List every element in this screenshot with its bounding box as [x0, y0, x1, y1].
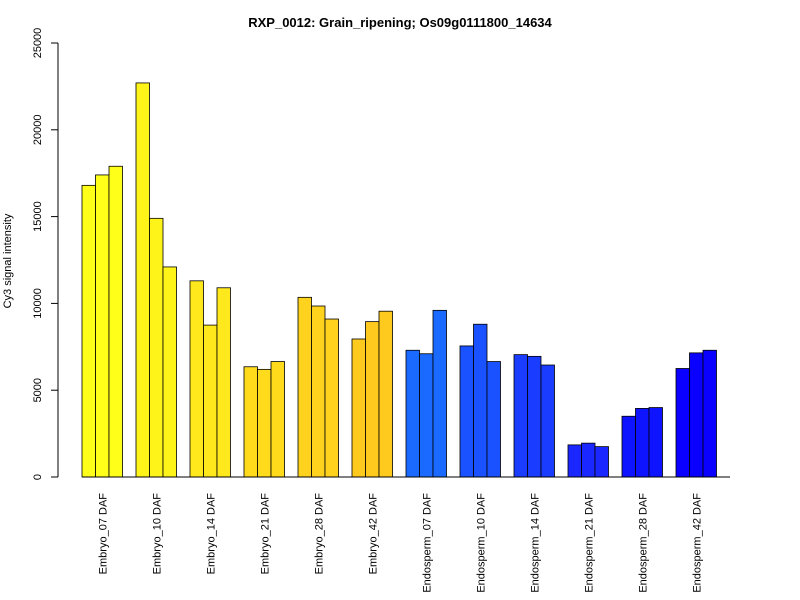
x-tick-label: Embryo_07 DAF	[97, 493, 109, 575]
bar	[378, 310, 393, 478]
bar	[297, 296, 312, 478]
bar	[594, 446, 609, 478]
bar	[405, 349, 420, 478]
bar	[243, 366, 258, 478]
y-tick-label: 25000	[32, 28, 44, 59]
bar	[567, 444, 582, 478]
y-axis-label: Cy3 signal intensity	[2, 213, 14, 308]
x-tick-label: Endosperm_07 DAF	[421, 493, 433, 593]
bar	[324, 318, 339, 478]
x-tick-label: Endosperm_42 DAF	[691, 493, 703, 593]
bar	[203, 324, 218, 478]
bar	[675, 368, 690, 478]
x-tick-label: Endosperm_14 DAF	[529, 493, 541, 593]
y-tick-label: 10000	[32, 288, 44, 319]
bar	[702, 349, 717, 478]
bar	[95, 174, 110, 478]
bar	[216, 287, 231, 478]
bar	[162, 266, 177, 478]
x-tick-label: Embryo_28 DAF	[313, 493, 325, 575]
bar	[459, 345, 474, 478]
bar	[311, 305, 326, 478]
y-tick-label: 5000	[32, 378, 44, 402]
bar	[351, 338, 366, 478]
bar	[473, 323, 488, 478]
x-tick-label: Embryo_21 DAF	[259, 493, 271, 575]
bar	[527, 355, 542, 478]
bar	[365, 321, 380, 478]
bar	[689, 352, 704, 478]
bar	[135, 82, 150, 478]
y-tick-label: 20000	[32, 115, 44, 146]
x-tick-label: Embryo_42 DAF	[367, 493, 379, 575]
bar	[419, 353, 434, 478]
x-tick-label: Endosperm_21 DAF	[583, 493, 595, 593]
bar	[81, 184, 96, 478]
bar	[621, 415, 636, 478]
x-tick-label: Endosperm_10 DAF	[475, 493, 487, 593]
bar	[270, 361, 285, 478]
y-tick-label: 0	[32, 474, 44, 480]
x-axis: Embryo_07 DAF Embryo_10 DAF Embryo_14 DAF E…	[82, 476, 730, 593]
bar	[432, 309, 447, 478]
bar	[486, 361, 501, 478]
bar	[108, 165, 123, 478]
bar	[581, 442, 596, 478]
bars-layer	[81, 82, 717, 478]
bar	[189, 280, 204, 478]
x-tick-label: Embryo_14 DAF	[205, 493, 217, 575]
y-tick-label: 15000	[32, 201, 44, 232]
bar	[149, 217, 164, 478]
bar	[513, 354, 528, 478]
y-axis: 0 5000 10000 15000 20000 25000	[32, 28, 59, 480]
chart-title: RXP_0012: Grain_ripening; Os09g0111800_1…	[248, 15, 552, 30]
bar	[648, 407, 663, 478]
bar	[257, 368, 272, 478]
x-tick-label: Embryo_10 DAF	[151, 493, 163, 575]
x-tick-label: Endosperm_28 DAF	[637, 493, 649, 593]
bar	[635, 408, 650, 478]
bar	[540, 364, 555, 478]
